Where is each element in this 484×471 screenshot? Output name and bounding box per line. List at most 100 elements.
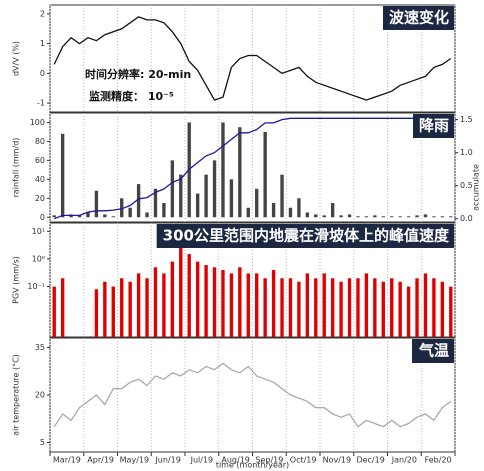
bar <box>86 212 90 218</box>
x-tick-label: Nov/19 <box>323 456 352 465</box>
data-line <box>53 16 452 101</box>
x-tick-label: May/19 <box>120 456 149 465</box>
panel-title-box: 300公里范围内地震在滑坡体上的峰值速度 <box>156 224 454 248</box>
x-tick-label: Dec/19 <box>356 456 384 465</box>
x-tick-label: Jul/19 <box>190 456 214 465</box>
x-tick-label: Apr/19 <box>87 456 114 465</box>
bar <box>195 261 200 337</box>
bar <box>406 216 411 218</box>
panel-title-box: 波速变化 <box>382 6 454 30</box>
bar <box>94 190 99 218</box>
y-tick-label: 40 <box>35 175 45 184</box>
title-bg <box>411 339 454 363</box>
bar <box>77 215 82 218</box>
y-axis-label: air temperature (°C) <box>12 354 21 436</box>
bar <box>60 133 65 218</box>
y-tick-label: 1 <box>40 39 45 48</box>
bar <box>111 286 115 337</box>
bar <box>339 281 343 337</box>
bar <box>94 289 99 337</box>
panel-title-box: 气温 <box>411 339 454 363</box>
bar <box>179 245 183 337</box>
bar <box>330 203 335 218</box>
bar <box>111 216 115 218</box>
bar <box>221 269 225 337</box>
bar <box>187 254 191 337</box>
bar <box>322 273 326 337</box>
y2-tick-label: 1.5 <box>460 115 473 124</box>
bar <box>314 278 318 337</box>
bar <box>153 267 158 337</box>
bar <box>381 216 385 218</box>
bar <box>423 273 428 337</box>
data-line <box>53 117 451 220</box>
y-axis-label: dV/V (%) <box>12 41 21 76</box>
y2-tick-label: 0.5 <box>460 181 473 190</box>
bar <box>145 278 149 337</box>
bar <box>364 273 369 337</box>
bar <box>263 131 267 218</box>
y-tick-label: 10⁻¹ <box>27 282 45 291</box>
bar <box>288 207 293 218</box>
bar <box>204 174 208 218</box>
bar <box>246 207 250 218</box>
x-tick-label: Sep/19 <box>255 456 283 465</box>
bar <box>398 281 402 337</box>
bar <box>390 278 394 337</box>
bar <box>322 215 326 218</box>
bar <box>347 214 352 218</box>
bar <box>356 278 360 337</box>
bar <box>128 207 132 218</box>
bar <box>415 278 419 337</box>
bar <box>255 273 259 337</box>
y-tick-label: 10¹ <box>32 227 45 236</box>
bar <box>162 203 166 218</box>
bar <box>297 281 301 337</box>
x-axis-label: time (month/year) <box>216 461 289 470</box>
bar <box>60 278 65 337</box>
data-line <box>53 362 452 428</box>
panel-title-box: 降雨 <box>412 114 454 138</box>
y-axis-label: rainfall (mm/d) <box>12 138 21 198</box>
bar <box>305 273 310 337</box>
panel-title: 波速变化 <box>389 9 449 27</box>
bar <box>432 216 436 218</box>
y-tick-label: 20 <box>35 194 45 203</box>
bar <box>390 216 394 218</box>
bar <box>136 184 141 218</box>
bar <box>432 278 436 337</box>
bar <box>238 267 242 337</box>
bar <box>381 281 385 337</box>
bar <box>120 278 124 337</box>
bar <box>305 212 310 218</box>
bar <box>440 216 445 218</box>
bar <box>373 278 377 337</box>
bar <box>347 278 352 337</box>
bar <box>145 212 149 218</box>
bar <box>255 188 259 218</box>
bar <box>280 278 284 337</box>
bar <box>271 203 276 218</box>
panel-title: 气温 <box>418 342 449 360</box>
bar <box>415 215 419 218</box>
annotation: 时间分辨率: 20-min <box>85 67 191 81</box>
y-tick-label: 60 <box>35 156 45 165</box>
y-tick-label: 20 <box>35 391 45 400</box>
bar <box>440 281 445 337</box>
x-tick-label: Jun/19 <box>154 456 180 465</box>
bar <box>297 198 301 218</box>
y-axis-label: PGV (mm/s) <box>12 256 21 304</box>
bar <box>170 160 175 218</box>
x-tick-label: Feb/20 <box>425 456 452 465</box>
y-tick-label: 0 <box>40 69 45 78</box>
y2-tick-label: 0.0 <box>460 214 473 223</box>
title-bg <box>382 6 454 30</box>
y-tick-label: 2 <box>40 9 45 18</box>
x-tick-label: Mar/19 <box>53 456 81 465</box>
bar <box>103 214 107 218</box>
bar <box>229 273 234 337</box>
bar <box>449 216 453 218</box>
bar <box>195 193 200 218</box>
x-tick-label: Jan/20 <box>391 456 417 465</box>
